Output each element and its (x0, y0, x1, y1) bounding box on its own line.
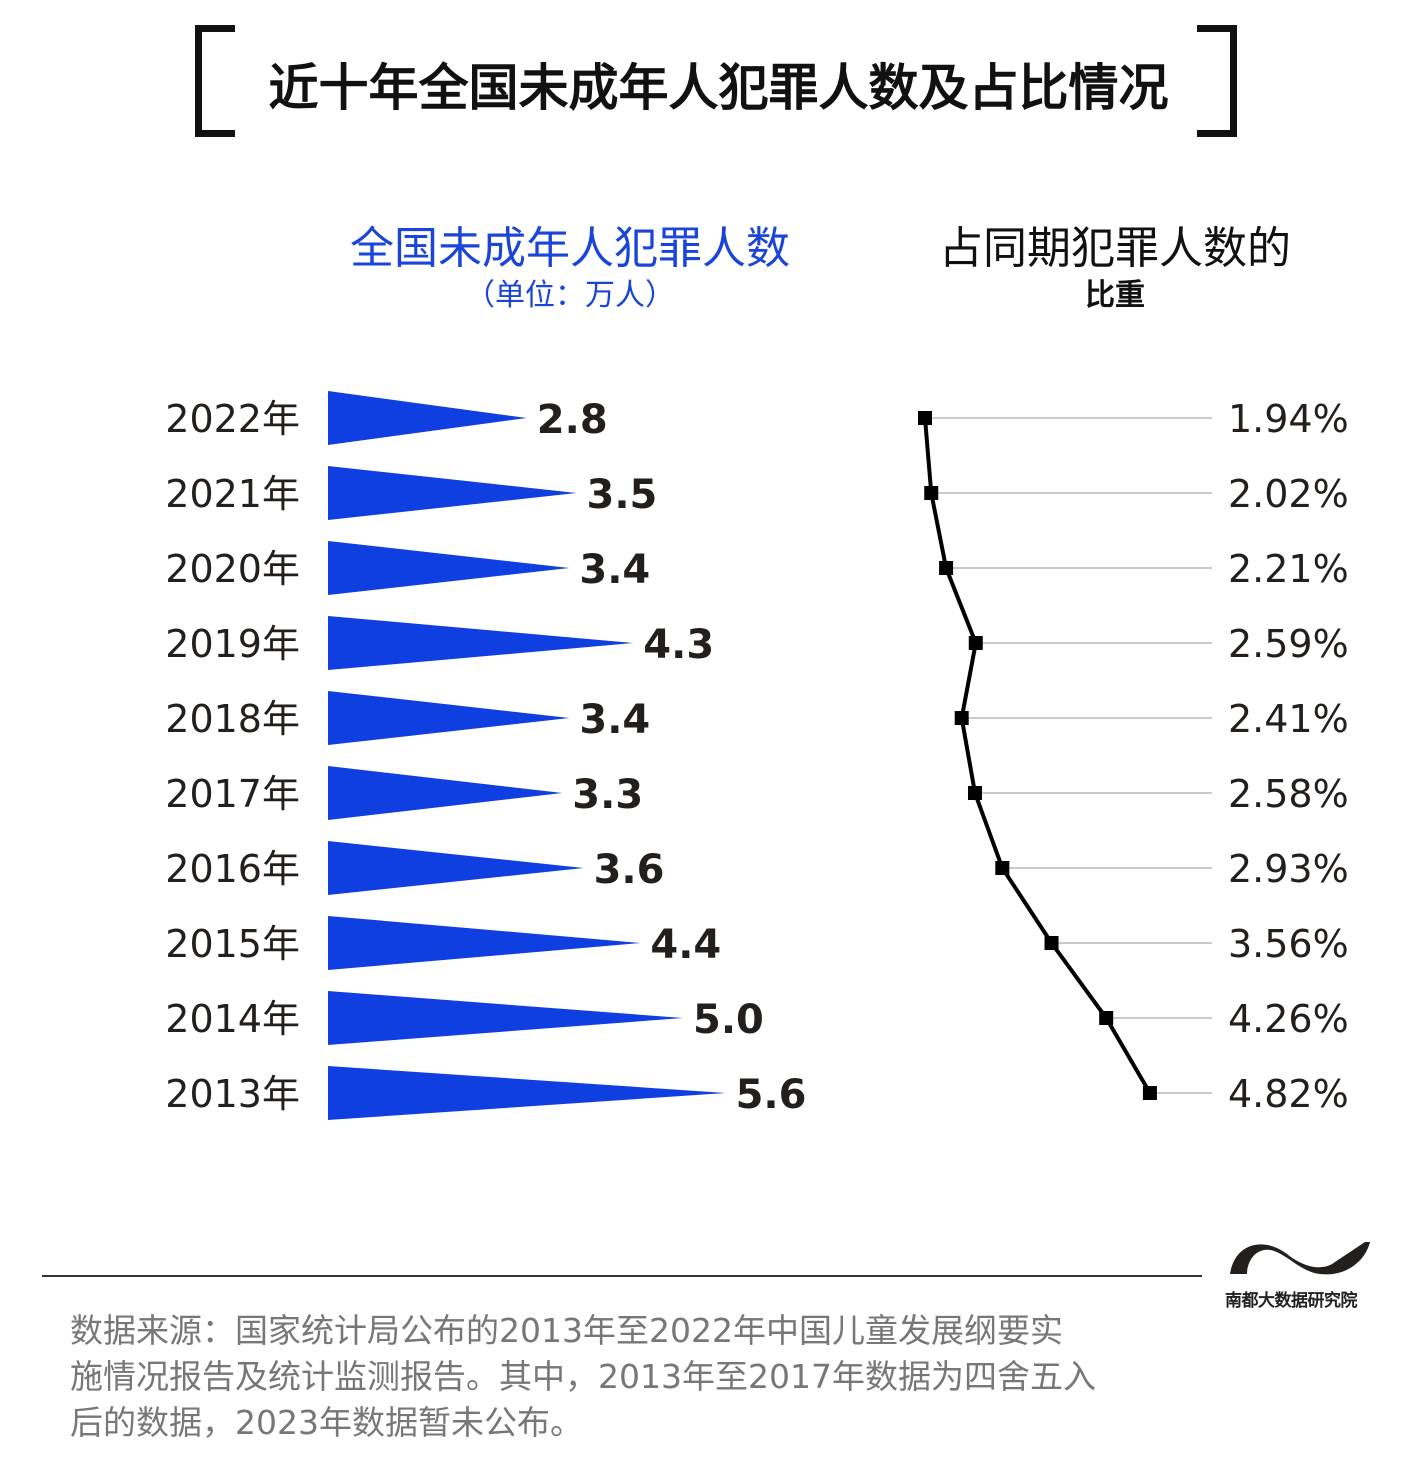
share-value-label: 2.02% (1228, 472, 1349, 516)
share-value-label: 3.56% (1228, 922, 1349, 966)
right-chart-subtitle: 比重 (1085, 278, 1145, 313)
share-marker (918, 411, 932, 425)
share-value-label: 2.41% (1228, 697, 1349, 741)
share-value-label: 4.26% (1228, 997, 1349, 1041)
share-value-label: 2.93% (1228, 847, 1349, 891)
share-value-label: 4.82% (1228, 1072, 1349, 1116)
bar-value-label: 3.4 (579, 547, 650, 593)
source-line: 后的数据，2023年数据暂未公布。 (70, 1403, 583, 1442)
year-label: 2019年 (165, 622, 300, 666)
year-label: 2015年 (165, 922, 300, 966)
share-marker (924, 486, 939, 500)
bar-triangle (328, 916, 641, 970)
bar-value-label: 3.6 (594, 847, 665, 893)
source-line: 施情况报告及统计监测报告。其中，2013年至2017年数据为四舍五入 (70, 1357, 1096, 1396)
share-value-label: 2.59% (1228, 622, 1349, 666)
year-label: 2020年 (165, 547, 300, 591)
left-chart-title: 全国未成年人犯罪人数 (350, 223, 790, 274)
bar-value-label: 4.4 (650, 922, 721, 968)
source-note: 数据来源：国家统计局公布的2013年至2022年中国儿童发展纲要实 施情况报告及… (70, 1308, 1190, 1446)
bar-value-label: 5.6 (736, 1072, 807, 1118)
year-label: 2013年 (165, 1072, 300, 1116)
chart-canvas: 2022年 2.8 2021年 3.5 2020年 3.4 2019年 4.3 2018年 3.4… (165, 391, 1349, 1120)
share-marker (1142, 1086, 1157, 1100)
year-label: 2018年 (165, 697, 300, 741)
title-bracket-right (1197, 25, 1237, 137)
bar-triangle (328, 541, 570, 595)
bar-triangle (328, 1066, 726, 1120)
year-label: 2014年 (165, 997, 300, 1041)
share-marker (995, 861, 1010, 875)
source-line: 数据来源：国家统计局公布的2013年至2022年中国儿童发展纲要实 (70, 1311, 1063, 1350)
share-line (923, 417, 1152, 1095)
share-marker (968, 636, 983, 650)
share-value-label: 2.58% (1228, 772, 1349, 816)
bar-value-label: 3.3 (572, 772, 643, 818)
share-value-label: 1.94% (1228, 397, 1349, 441)
left-chart-unit: （单位：万人） (465, 278, 675, 313)
bar-triangle (328, 841, 584, 895)
bar-value-label: 5.0 (693, 997, 764, 1043)
title-bracket-left (195, 25, 235, 137)
share-marker (967, 786, 982, 800)
share-marker (954, 711, 969, 725)
year-label: 2021年 (165, 472, 300, 516)
bar-triangle (328, 391, 527, 445)
bar-value-label: 3.5 (587, 472, 658, 518)
bar-value-label: 3.4 (579, 697, 650, 743)
bar-value-label: 2.8 (537, 397, 608, 443)
page-title: 近十年全国未成年人犯罪人数及占比情况 (268, 59, 1169, 117)
share-marker (1099, 1011, 1114, 1025)
footer-divider (42, 1275, 1202, 1277)
bar-triangle (328, 991, 683, 1045)
share-value-label: 2.21% (1228, 547, 1349, 591)
bar-triangle (328, 691, 570, 745)
right-chart-title: 占同期犯罪人数的 (939, 223, 1291, 274)
logo: 南都大数据研究院 (1225, 1232, 1375, 1311)
share-marker (1044, 936, 1059, 950)
year-label: 2016年 (165, 847, 300, 891)
logo-wave-icon (1230, 1242, 1370, 1275)
bar-triangle (328, 616, 634, 670)
logo-text: 南都大数据研究院 (1225, 1291, 1358, 1311)
share-marker (939, 561, 954, 575)
bar-value-label: 4.3 (643, 622, 714, 668)
bar-triangle (328, 466, 577, 520)
bar-triangle (328, 766, 563, 820)
year-label: 2022年 (165, 397, 300, 441)
year-label: 2017年 (165, 772, 300, 816)
